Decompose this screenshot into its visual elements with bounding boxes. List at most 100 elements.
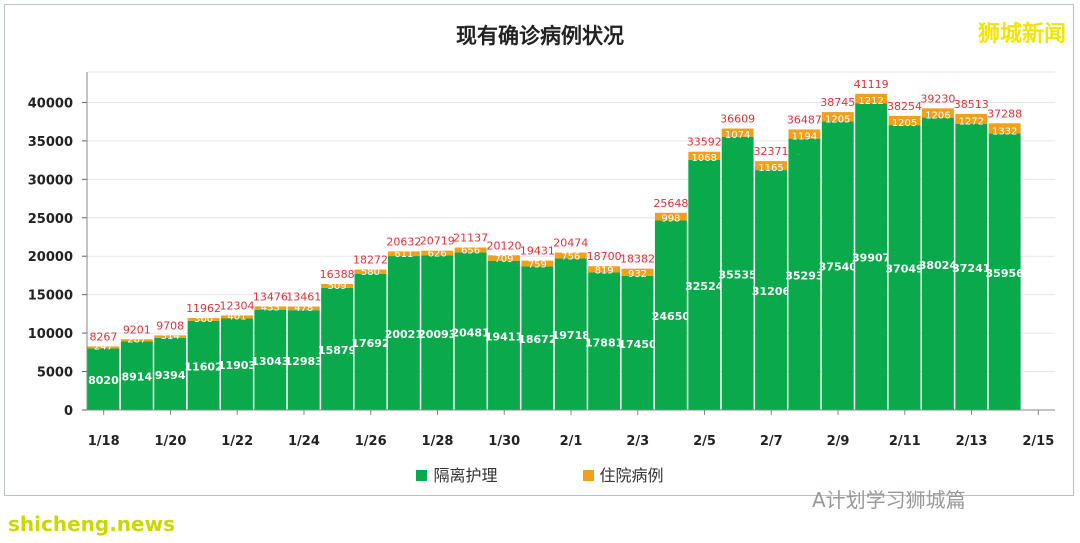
data-label-hospital: 1074 <box>725 130 750 141</box>
data-label-total: 9708 <box>156 319 184 332</box>
bar-hospital <box>955 113 988 124</box>
data-label-hospital: 360 <box>194 314 213 325</box>
bar-hospital <box>688 151 721 160</box>
data-label-total: 11962 <box>186 302 221 315</box>
data-label-total: 36609 <box>720 113 755 126</box>
x-tick-label: 1/24 <box>288 434 320 449</box>
data-label-hospital: 1212 <box>858 96 883 107</box>
data-label-isolation: 37049 <box>885 263 923 276</box>
data-label-total: 36487 <box>787 113 822 126</box>
bar-isolation <box>321 287 354 410</box>
y-tick-label: 40000 <box>28 96 73 111</box>
data-label-hospital: 1068 <box>692 153 717 164</box>
y-tick-label: 5000 <box>37 366 73 381</box>
legend-swatch <box>416 470 428 481</box>
bar-isolation <box>87 348 120 410</box>
bar-isolation <box>921 117 954 410</box>
bar-isolation <box>187 320 220 410</box>
data-label-total: 20632 <box>386 235 421 248</box>
bar-isolation <box>955 123 988 411</box>
data-label-isolation: 35956 <box>986 267 1025 280</box>
bar-hospital <box>621 268 654 276</box>
legend-label: 住院病例 <box>599 466 664 485</box>
x-tick-label: 2/9 <box>827 434 850 449</box>
data-label-hospital: 287 <box>127 334 146 345</box>
bar-isolation <box>755 170 787 410</box>
bar-isolation <box>621 275 654 410</box>
data-label-total: 18700 <box>587 250 622 263</box>
data-label-total: 32371 <box>754 145 789 158</box>
data-label-isolation: 9394 <box>155 369 186 382</box>
data-label-isolation: 8020 <box>88 374 119 387</box>
legend: 隔离护理 住院病例 <box>0 462 1080 486</box>
data-label-hospital: 1205 <box>825 114 850 125</box>
bar-isolation <box>554 258 587 410</box>
x-tick-label: 1/22 <box>221 434 253 449</box>
data-label-total: 13476 <box>253 290 288 303</box>
bar-hospital <box>521 260 554 267</box>
data-label-hospital: 1165 <box>758 163 783 174</box>
data-label-isolation: 20481 <box>451 326 489 339</box>
bar-hospital <box>221 315 253 319</box>
bar-isolation <box>688 159 721 410</box>
data-label-isolation: 12983 <box>285 355 323 368</box>
data-label-hospital: 509 <box>328 281 347 292</box>
x-tick-label: 1/20 <box>155 434 187 449</box>
data-label-hospital: 998 <box>661 213 680 224</box>
data-label-hospital: 709 <box>494 254 513 265</box>
bar-isolation <box>354 273 387 410</box>
data-label-hospital: 819 <box>595 266 614 277</box>
data-label-isolation: 17450 <box>618 338 657 351</box>
data-label-isolation: 39907 <box>852 252 890 265</box>
bar-isolation <box>521 266 554 410</box>
data-label-isolation: 8914 <box>122 371 153 384</box>
bar-isolation <box>588 272 621 410</box>
bar-isolation <box>120 341 153 410</box>
bar-isolation <box>654 220 687 410</box>
bar-hospital <box>554 252 587 259</box>
data-label-isolation: 18672 <box>518 333 556 346</box>
bar-hospital <box>988 123 1021 134</box>
data-label-hospital: 314 <box>161 331 180 342</box>
data-label-total: 38745 <box>820 96 855 109</box>
x-tick-label: 1/26 <box>355 434 387 449</box>
data-label-hospital: 932 <box>628 269 647 280</box>
bar-hospital <box>821 112 854 122</box>
data-label-isolation: 32524 <box>685 280 724 293</box>
bar-hospital <box>888 115 921 126</box>
data-label-total: 9201 <box>123 323 151 336</box>
data-label-hospital: 1332 <box>992 127 1017 138</box>
bar-isolation <box>788 138 821 410</box>
y-tick-label: 0 <box>64 404 73 419</box>
x-tick-label: 1/28 <box>422 434 454 449</box>
data-label-isolation: 38024 <box>919 259 958 272</box>
x-tick-label: 1/18 <box>88 434 120 449</box>
data-label-isolation: 24650 <box>652 310 691 323</box>
data-label-hospital: 1205 <box>892 118 917 129</box>
bar-hospital <box>654 212 687 221</box>
legend-swatch <box>582 470 594 481</box>
x-tick-label: 2/7 <box>760 434 783 449</box>
x-tick-label: 2/15 <box>1022 434 1054 449</box>
data-label-hospital: 626 <box>428 249 447 260</box>
bar-isolation <box>387 256 420 410</box>
data-label-hospital: 401 <box>227 311 246 322</box>
data-label-hospital: 1272 <box>959 117 984 128</box>
data-label-hospital: 756 <box>561 251 580 262</box>
data-label-isolation: 37241 <box>952 262 990 275</box>
bar-isolation <box>221 318 253 410</box>
bar-hospital <box>421 250 454 256</box>
bar-hospital <box>921 108 954 118</box>
data-label-isolation: 37540 <box>819 261 858 274</box>
data-label-isolation: 19718 <box>552 329 590 342</box>
data-label-hospital: 580 <box>361 267 380 278</box>
data-label-hospital: 1194 <box>792 132 817 143</box>
bar-hospital <box>788 129 821 139</box>
data-label-isolation: 15879 <box>318 344 356 357</box>
data-label-hospital: 1206 <box>925 111 950 122</box>
data-label-total: 13461 <box>286 290 321 303</box>
data-label-total: 8267 <box>89 330 117 343</box>
data-label-total: 12304 <box>219 299 254 312</box>
bar-hospital <box>488 255 520 261</box>
